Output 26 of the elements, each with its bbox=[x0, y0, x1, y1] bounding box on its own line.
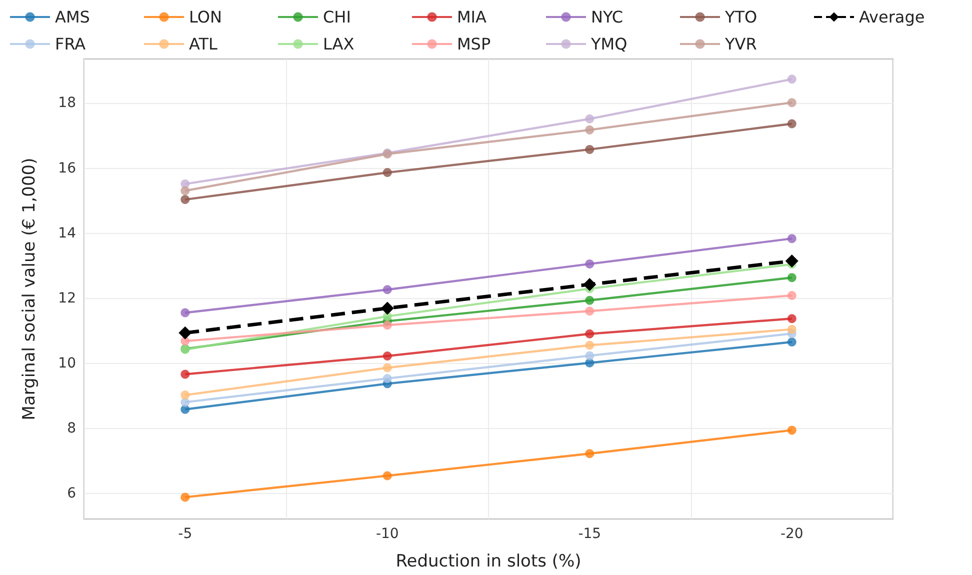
legend-label: ATL bbox=[189, 34, 218, 54]
y-tick-label: 18 bbox=[58, 95, 76, 112]
legend-label: YMQ bbox=[590, 34, 628, 54]
legend-label: YTO bbox=[724, 8, 758, 26]
x-tick-label: -5 bbox=[178, 526, 192, 542]
x-tick-label: -10 bbox=[376, 526, 399, 542]
legend-label: NYC bbox=[591, 8, 624, 26]
legend-label: LON bbox=[189, 8, 222, 26]
y-axis-title: Marginal social value (€ 1,000) bbox=[20, 158, 40, 420]
x-axis-title: Reduction in slots (%) bbox=[396, 552, 582, 572]
x-tick-label: -15 bbox=[578, 526, 602, 542]
x-tick-label: -20 bbox=[780, 526, 804, 542]
legend-label: Average bbox=[859, 8, 925, 26]
legend-label: AMS bbox=[55, 8, 90, 26]
y-tick-label: 10 bbox=[58, 356, 76, 372]
y-tick-label: 12 bbox=[58, 290, 76, 306]
legend-label: MSP bbox=[457, 34, 491, 54]
y-tick-label: 16 bbox=[58, 160, 76, 176]
legend-label: YVR bbox=[724, 34, 757, 54]
legend-label: FRA bbox=[55, 34, 86, 54]
legend-label: MIA bbox=[457, 8, 487, 26]
legend-label: LAX bbox=[323, 34, 354, 54]
y-tick-label: 14 bbox=[58, 225, 76, 242]
y-tick-label: 8 bbox=[67, 420, 76, 437]
legend-label: CHI bbox=[323, 8, 351, 26]
y-tick-label: 6 bbox=[67, 486, 76, 502]
